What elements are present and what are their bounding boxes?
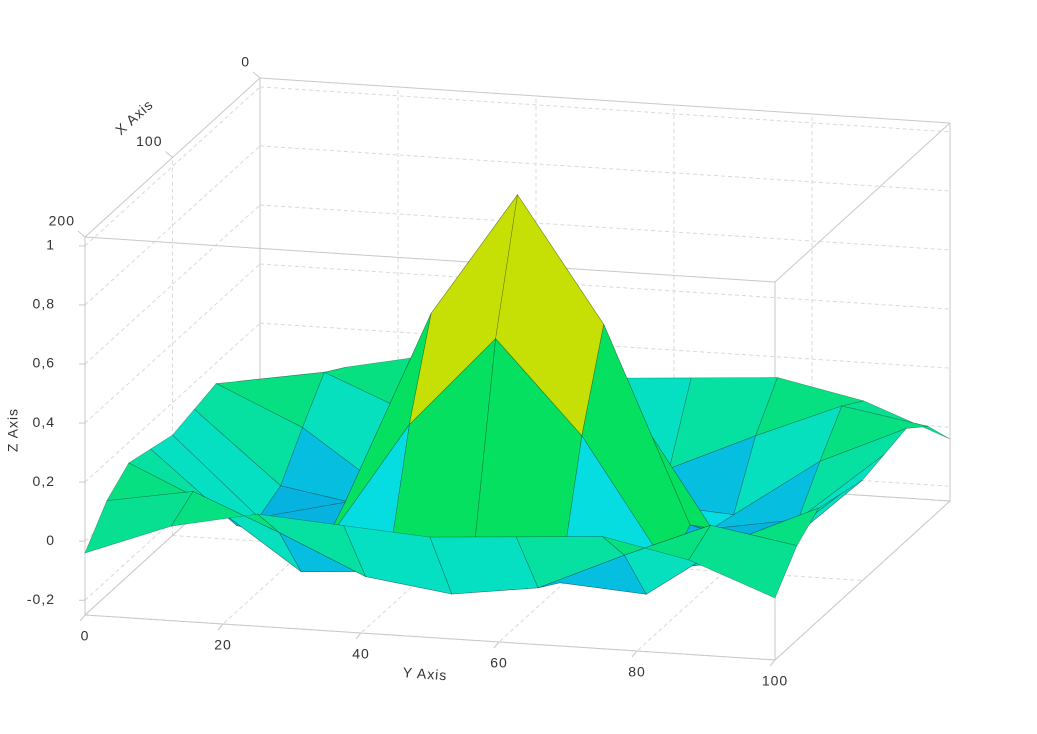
y-axis-title: Y Axis [402, 664, 448, 683]
y-tick-label: 0 [81, 628, 90, 644]
y-tick-label: 40 [352, 646, 370, 662]
grid-line [360, 473, 537, 634]
y-tick-label: 20 [214, 637, 232, 653]
grid-line [84, 322, 261, 483]
tick-mark [631, 650, 638, 658]
labels: -0,2 0 0,2 0,4 0,6 0,8 1 0 20 40 60 80 100 0 100 200 [27, 54, 788, 689]
grid-line [259, 263, 951, 310]
tick-mark [252, 71, 261, 79]
tick-mark [493, 641, 500, 649]
tick-mark [165, 151, 173, 158]
z-tick-label: 0,6 [33, 355, 55, 371]
z-tick-label: 1 [46, 237, 55, 253]
z-axis-title: Z Axis [5, 408, 21, 452]
grid-line [259, 145, 951, 192]
box-edge [84, 614, 776, 661]
z-tick-label: 0,8 [33, 296, 55, 312]
box-edge [259, 77, 951, 124]
y-tick-label: 100 [762, 673, 788, 689]
x-axis-title: X Axis [112, 96, 156, 138]
grid-line [259, 204, 951, 251]
grid-line [84, 204, 261, 365]
grid-line [84, 145, 261, 306]
tick-mark [77, 230, 86, 238]
box-edge [774, 500, 951, 661]
z-tick-label: 0 [46, 532, 55, 548]
x-tick-label: 200 [49, 213, 75, 229]
tick-mark [355, 632, 362, 640]
tick-mark [217, 623, 224, 631]
box-edge [774, 122, 951, 283]
x-tick-label: 100 [136, 133, 162, 149]
surface-cell [688, 524, 798, 599]
grid-line [84, 263, 261, 424]
y-tick-label: 80 [628, 664, 646, 680]
tick-mark [769, 659, 776, 667]
grid-line [222, 464, 399, 625]
z-tick-label: 0,2 [33, 473, 55, 489]
surface [84, 193, 951, 599]
grid-line [636, 491, 813, 652]
grid-line [259, 86, 951, 133]
box-edge [84, 236, 776, 283]
z-tick-label: -0,2 [27, 591, 55, 607]
y-tick-label: 60 [490, 655, 508, 671]
tick-mark [79, 614, 86, 622]
grid-line [498, 482, 675, 643]
grid-line [84, 86, 261, 247]
x-tick-label: 0 [241, 54, 250, 70]
z-tick-label: 0,4 [33, 414, 55, 430]
